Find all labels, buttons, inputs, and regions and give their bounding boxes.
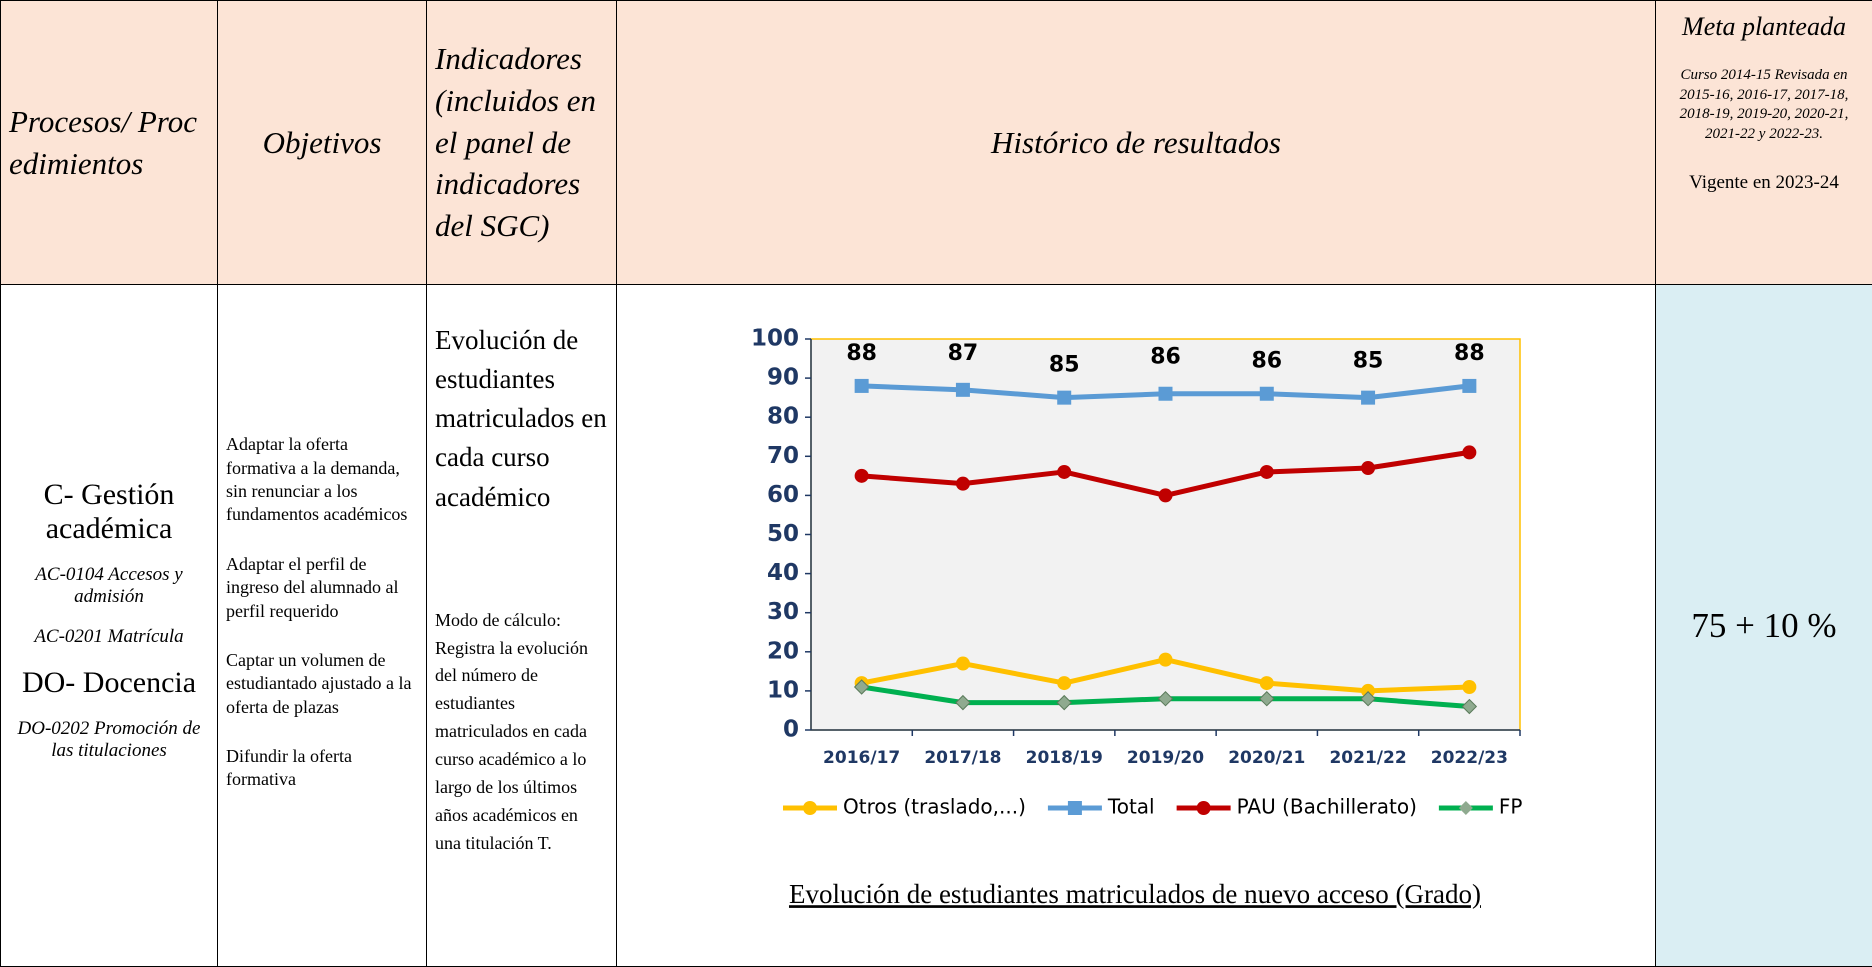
x-tick-label: 2017/18 bbox=[924, 748, 1001, 768]
header-text: Procesos/ Procedimientos bbox=[9, 104, 197, 181]
legend-marker bbox=[803, 801, 817, 815]
x-tick-label: 2016/17 bbox=[823, 748, 900, 768]
data-label: 87 bbox=[948, 341, 979, 366]
marker bbox=[1159, 488, 1173, 502]
chart-cell: Evolución de estudiantes matriculados de… bbox=[617, 285, 1656, 967]
process: DO- Docencia bbox=[9, 666, 209, 700]
header-text: Histórico de resultados bbox=[991, 125, 1281, 160]
data-label: 88 bbox=[1454, 341, 1485, 366]
header-row: Procesos/ Procedimientos Objetivos Indic… bbox=[1, 1, 1872, 285]
marker bbox=[1260, 387, 1274, 401]
y-tick-label: 30 bbox=[767, 599, 799, 625]
marker bbox=[1260, 676, 1274, 690]
data-label: 86 bbox=[1150, 345, 1181, 370]
process-cell: C- Gestión académica AC-0104 Accesos y a… bbox=[1, 285, 218, 967]
procedure: DO-0202 Promoción de las titulaciones bbox=[9, 718, 209, 762]
y-tick-label: 100 bbox=[751, 326, 799, 352]
objective: Difundir la oferta formativa bbox=[226, 745, 418, 792]
header-cell: Objetivos bbox=[218, 1, 427, 285]
header-text: Meta planteada bbox=[1664, 9, 1864, 44]
marker bbox=[956, 383, 970, 397]
indicator: Evolución de estudiantes matriculados en… bbox=[435, 321, 608, 517]
marker bbox=[1159, 387, 1173, 401]
marker bbox=[1057, 465, 1071, 479]
marker bbox=[1361, 391, 1375, 405]
goal-valid: Vigente en 2023-24 bbox=[1664, 170, 1864, 196]
procedure: AC-0201 Matrícula bbox=[9, 626, 209, 648]
body-row: C- Gestión académica AC-0104 Accesos y a… bbox=[1, 285, 1872, 967]
y-tick-label: 0 bbox=[783, 717, 799, 743]
x-tick-label: 2018/19 bbox=[1026, 748, 1103, 768]
legend-label: PAU (Bachillerato) bbox=[1237, 795, 1417, 819]
data-label: 85 bbox=[1353, 349, 1384, 374]
y-tick-label: 60 bbox=[767, 482, 799, 508]
x-tick-label: 2020/21 bbox=[1228, 748, 1305, 768]
y-tick-label: 20 bbox=[767, 638, 799, 664]
data-label: 85 bbox=[1049, 353, 1080, 378]
marker bbox=[1462, 379, 1476, 393]
objectives-cell: Adaptar la oferta formativa a la demanda… bbox=[218, 285, 427, 967]
goal-cell: 75 + 10 % bbox=[1656, 285, 1872, 967]
marker bbox=[855, 469, 869, 483]
indicator-cell: Evolución de estudiantes matriculados en… bbox=[427, 285, 617, 967]
marker bbox=[1057, 676, 1071, 690]
process: C- Gestión académica bbox=[9, 478, 209, 546]
legend-marker bbox=[1068, 801, 1082, 815]
marker bbox=[956, 477, 970, 491]
header-text: Objetivos bbox=[263, 125, 382, 160]
x-tick-label: 2022/23 bbox=[1431, 748, 1508, 768]
y-tick-label: 80 bbox=[767, 404, 799, 430]
objective: Adaptar el perfil de ingreso del alumnad… bbox=[226, 553, 418, 623]
goal: 75 + 10 % bbox=[1691, 606, 1836, 645]
data-label: 88 bbox=[846, 341, 877, 366]
marker bbox=[855, 379, 869, 393]
data-label: 86 bbox=[1251, 349, 1282, 374]
header-cell: Meta planteada Curso 2014-15 Revisada en… bbox=[1656, 1, 1872, 285]
legend-marker bbox=[1459, 801, 1473, 815]
y-tick-label: 50 bbox=[767, 521, 799, 547]
header-cell: Histórico de resultados bbox=[617, 1, 1656, 285]
objective: Captar un volumen de estudiantado ajusta… bbox=[226, 649, 418, 719]
chart-title: Evolución de estudiantes matriculados de… bbox=[789, 879, 1481, 909]
marker bbox=[1159, 653, 1173, 667]
header-text: Indicadores (incluidos en el panel de in… bbox=[435, 41, 596, 243]
chart: Evolución de estudiantes matriculados de… bbox=[617, 285, 1653, 961]
calculation: Modo de cálculo: Registra la evolución d… bbox=[435, 607, 608, 858]
procedure: AC-0104 Accesos y admisión bbox=[9, 564, 209, 608]
y-tick-label: 40 bbox=[767, 560, 799, 586]
legend-label: FP bbox=[1499, 795, 1523, 819]
marker bbox=[1462, 445, 1476, 459]
goal-note: Curso 2014-15 Revisada en 2015-16, 2016-… bbox=[1664, 66, 1864, 144]
header-cell: Indicadores (incluidos en el panel de in… bbox=[427, 1, 617, 285]
marker bbox=[1462, 680, 1476, 694]
marker bbox=[956, 657, 970, 671]
header-cell: Procesos/ Procedimientos bbox=[1, 1, 218, 285]
marker bbox=[1057, 391, 1071, 405]
y-tick-label: 90 bbox=[767, 365, 799, 391]
y-tick-label: 70 bbox=[767, 443, 799, 469]
y-tick-label: 10 bbox=[767, 677, 799, 703]
legend-label: Otros (traslado,...) bbox=[843, 795, 1026, 819]
x-tick-label: 2021/22 bbox=[1329, 748, 1406, 768]
legend-marker bbox=[1197, 801, 1211, 815]
x-tick-label: 2019/20 bbox=[1127, 748, 1204, 768]
marker bbox=[1361, 461, 1375, 475]
legend-label: Total bbox=[1107, 795, 1155, 819]
marker bbox=[1260, 465, 1274, 479]
objective: Adaptar la oferta formativa a la demanda… bbox=[226, 433, 418, 527]
